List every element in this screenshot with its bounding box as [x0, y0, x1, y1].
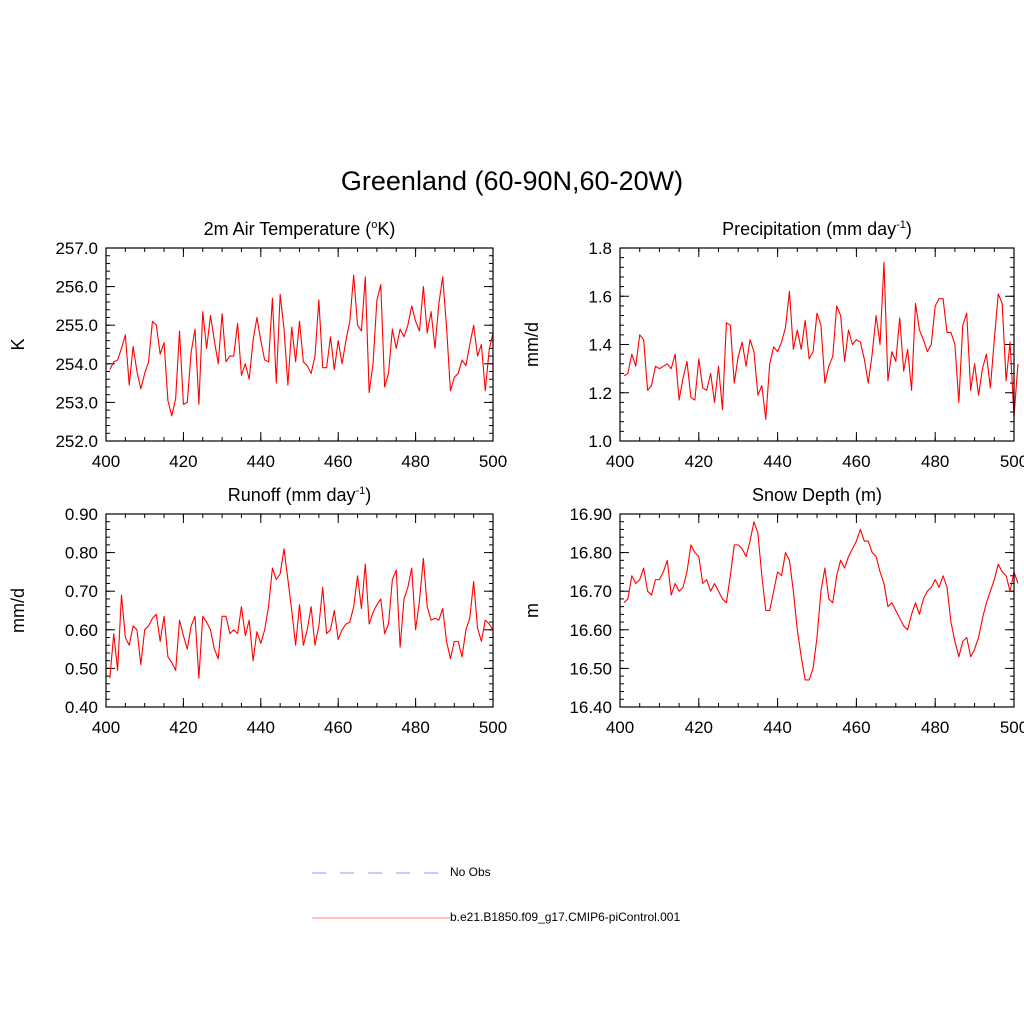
- x-tick-label: 460: [324, 452, 352, 471]
- panel-runoff: Runoff (mm day-1) mm/d 0.40 0.50 0.60 0.70 0.8…: [8, 485, 507, 737]
- x-tick-label: 400: [606, 452, 634, 471]
- figure-title: Greenland (60-90N,60-20W): [340, 166, 684, 196]
- x-tick-label: 480: [401, 718, 429, 737]
- plot-frame-precipitation: [619, 247, 1015, 442]
- x-tick-label: 480: [401, 452, 429, 471]
- legend-line-model: [312, 917, 450, 919]
- panel-precipitation: Precipitation (mm day-1) mm/d 1.0 1.2 1.4 1.6…: [522, 219, 1024, 471]
- x-tick-label: 480: [921, 452, 949, 471]
- y-tick-label: 252.0: [55, 432, 98, 451]
- y-tick-label: 0.40: [65, 698, 98, 717]
- y-tick-label: 1.2: [588, 384, 612, 403]
- x-tick-label: 420: [169, 718, 197, 737]
- x-tick-label: 460: [842, 718, 870, 737]
- y-tick-label: 256.0: [55, 278, 98, 297]
- x-tick-label: 420: [685, 718, 713, 737]
- x-tick-label: 500: [479, 452, 507, 471]
- legend-label-model: b.e21.B1850.f09_g17.CMIP6-piControl.001: [450, 910, 681, 924]
- y-tick-label: 0.70: [65, 582, 98, 601]
- y-tick-label: 16.60: [569, 621, 612, 640]
- panel-title-snow-depth: Snow Depth (m): [752, 485, 882, 505]
- plot-frame-snow-depth: [619, 513, 1015, 708]
- panel-title-runoff: Runoff (mm day-1): [228, 485, 372, 505]
- y-tick-label: 253.0: [55, 393, 98, 412]
- y-tick-label: 0.90: [65, 505, 98, 524]
- series-line-temperature: [109, 274, 494, 417]
- y-tick-label: 16.50: [569, 659, 612, 678]
- x-tick-label: 500: [479, 718, 507, 737]
- y-tick-label: 254.0: [55, 355, 98, 374]
- x-tick-label: 400: [606, 718, 634, 737]
- y-tick-label: 16.40: [569, 698, 612, 717]
- series-line-snow-depth: [623, 521, 1019, 681]
- x-tick-label: 460: [324, 718, 352, 737]
- y-tick-label: 16.90: [569, 505, 612, 524]
- x-tick-label: 480: [921, 718, 949, 737]
- legend-label-no-obs: No Obs: [450, 865, 491, 879]
- legend-line-no-obs: [312, 872, 450, 874]
- y-axis-label-temperature: K: [8, 338, 28, 350]
- x-tick-label: 440: [247, 718, 275, 737]
- y-tick-label: 1.4: [588, 336, 612, 355]
- x-tick-label: 420: [685, 452, 713, 471]
- y-axis-label-snow-depth: m: [522, 603, 542, 618]
- y-tick-label: 0.50: [65, 659, 98, 678]
- plot-frame-temperature: [105, 247, 494, 442]
- y-axis-label-runoff: mm/d: [8, 588, 28, 633]
- x-tick-label: 440: [247, 452, 275, 471]
- y-tick-label: 0.80: [65, 544, 98, 563]
- y-tick-label: 1.0: [588, 432, 612, 451]
- x-tick-label: 400: [92, 452, 120, 471]
- x-tick-label: 500: [1000, 452, 1024, 471]
- y-tick-label: 1.8: [588, 239, 612, 258]
- panel-title-temperature: 2m Air Temperature (oK): [204, 219, 396, 239]
- y-tick-label: 1.6: [588, 287, 612, 306]
- y-tick-label: 16.70: [569, 582, 612, 601]
- y-tick-label: 257.0: [55, 239, 98, 258]
- x-tick-label: 460: [842, 452, 870, 471]
- y-tick-label: 255.0: [55, 316, 98, 335]
- x-tick-label: 500: [1000, 718, 1024, 737]
- y-tick-label: 0.60: [65, 621, 98, 640]
- plot-frame-runoff: [105, 513, 494, 708]
- y-tick-label: 16.80: [569, 544, 612, 563]
- y-axis-label-precipitation: mm/d: [522, 322, 542, 367]
- series-line-precipitation: [623, 261, 1019, 420]
- panel-title-precipitation: Precipitation (mm day-1): [722, 219, 912, 239]
- panel-temperature: 2m Air Temperature (oK) K 252.0 253.0 254.0 2…: [8, 219, 507, 471]
- x-tick-label: 420: [169, 452, 197, 471]
- series-line-runoff: [109, 548, 494, 679]
- x-tick-label: 440: [763, 718, 791, 737]
- x-tick-label: 400: [92, 718, 120, 737]
- x-tick-label: 440: [763, 452, 791, 471]
- panel-snow-depth: Snow Depth (m) m 16.40 16.50 16.60 16.70 16.80…: [522, 485, 1024, 737]
